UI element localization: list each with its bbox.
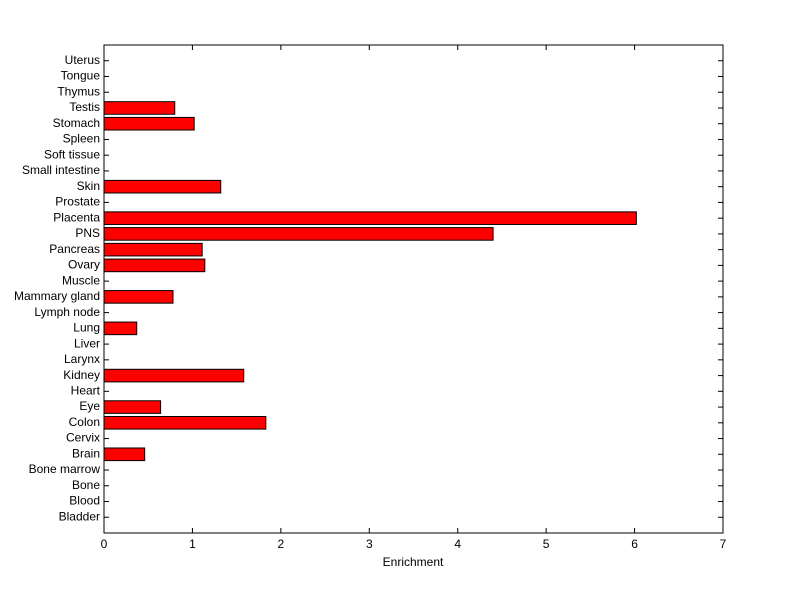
y-tick-label: PNS bbox=[75, 226, 100, 240]
bar bbox=[103, 116, 195, 131]
bar bbox=[103, 416, 267, 430]
y-tick-label: Tongue bbox=[61, 69, 101, 83]
axes-box bbox=[103, 44, 724, 534]
x-tick-label: 5 bbox=[543, 537, 550, 551]
y-tick-label: Lung bbox=[73, 321, 100, 335]
y-tick-label: Thymus bbox=[57, 84, 100, 98]
y-tick-label: Brain bbox=[72, 446, 100, 460]
y-tick-label: Blood bbox=[69, 494, 100, 508]
y-tick-label: Colon bbox=[69, 415, 100, 429]
y-tick-label: Placenta bbox=[53, 210, 100, 224]
bar bbox=[103, 227, 494, 241]
y-tick-label: Spleen bbox=[63, 132, 100, 146]
y-tick-label: Kidney bbox=[63, 368, 100, 382]
bar bbox=[103, 179, 222, 194]
bar bbox=[103, 321, 138, 336]
y-tick-label: Uterus bbox=[65, 53, 100, 67]
x-axis-label: Enrichment bbox=[383, 555, 444, 569]
y-tick-label: Liver bbox=[74, 336, 100, 350]
y-tick-label: Small intestine bbox=[22, 163, 100, 177]
y-tick-label: Larynx bbox=[64, 352, 100, 366]
y-tick-label: Pancreas bbox=[49, 242, 100, 256]
bar bbox=[103, 258, 206, 273]
x-tick-label: 0 bbox=[101, 537, 108, 551]
y-tick-label: Bone marrow bbox=[29, 462, 101, 476]
x-tick-label: 7 bbox=[720, 537, 727, 551]
y-tick-label: Bone bbox=[72, 478, 100, 492]
x-tick-label: 6 bbox=[631, 537, 638, 551]
bar bbox=[103, 242, 203, 257]
y-tick-label: Mammary gland bbox=[14, 289, 100, 303]
y-tick-label: Testis bbox=[69, 100, 100, 114]
y-tick-label: Cervix bbox=[66, 431, 100, 445]
y-tick-label: Muscle bbox=[62, 273, 100, 287]
y-tick-label: Skin bbox=[77, 179, 100, 193]
y-tick-label: Lymph node bbox=[34, 305, 100, 319]
y-tick-label: Soft tissue bbox=[44, 147, 100, 161]
bar bbox=[103, 368, 245, 383]
x-tick-label: 2 bbox=[278, 537, 285, 551]
x-tick-label: 4 bbox=[454, 537, 461, 551]
x-tick-label: 3 bbox=[366, 537, 373, 551]
x-tick-label: 1 bbox=[189, 537, 196, 551]
y-tick-label: Ovary bbox=[68, 258, 100, 272]
y-tick-label: Eye bbox=[79, 399, 100, 413]
y-tick-label: Heart bbox=[71, 383, 101, 397]
y-tick-label: Bladder bbox=[59, 509, 100, 523]
bar bbox=[103, 447, 146, 462]
bar bbox=[103, 400, 162, 414]
bar bbox=[103, 101, 176, 115]
bar bbox=[103, 211, 637, 225]
bar bbox=[103, 290, 174, 304]
y-tick-label: Prostate bbox=[55, 195, 100, 209]
y-tick-label: Stomach bbox=[53, 116, 100, 130]
